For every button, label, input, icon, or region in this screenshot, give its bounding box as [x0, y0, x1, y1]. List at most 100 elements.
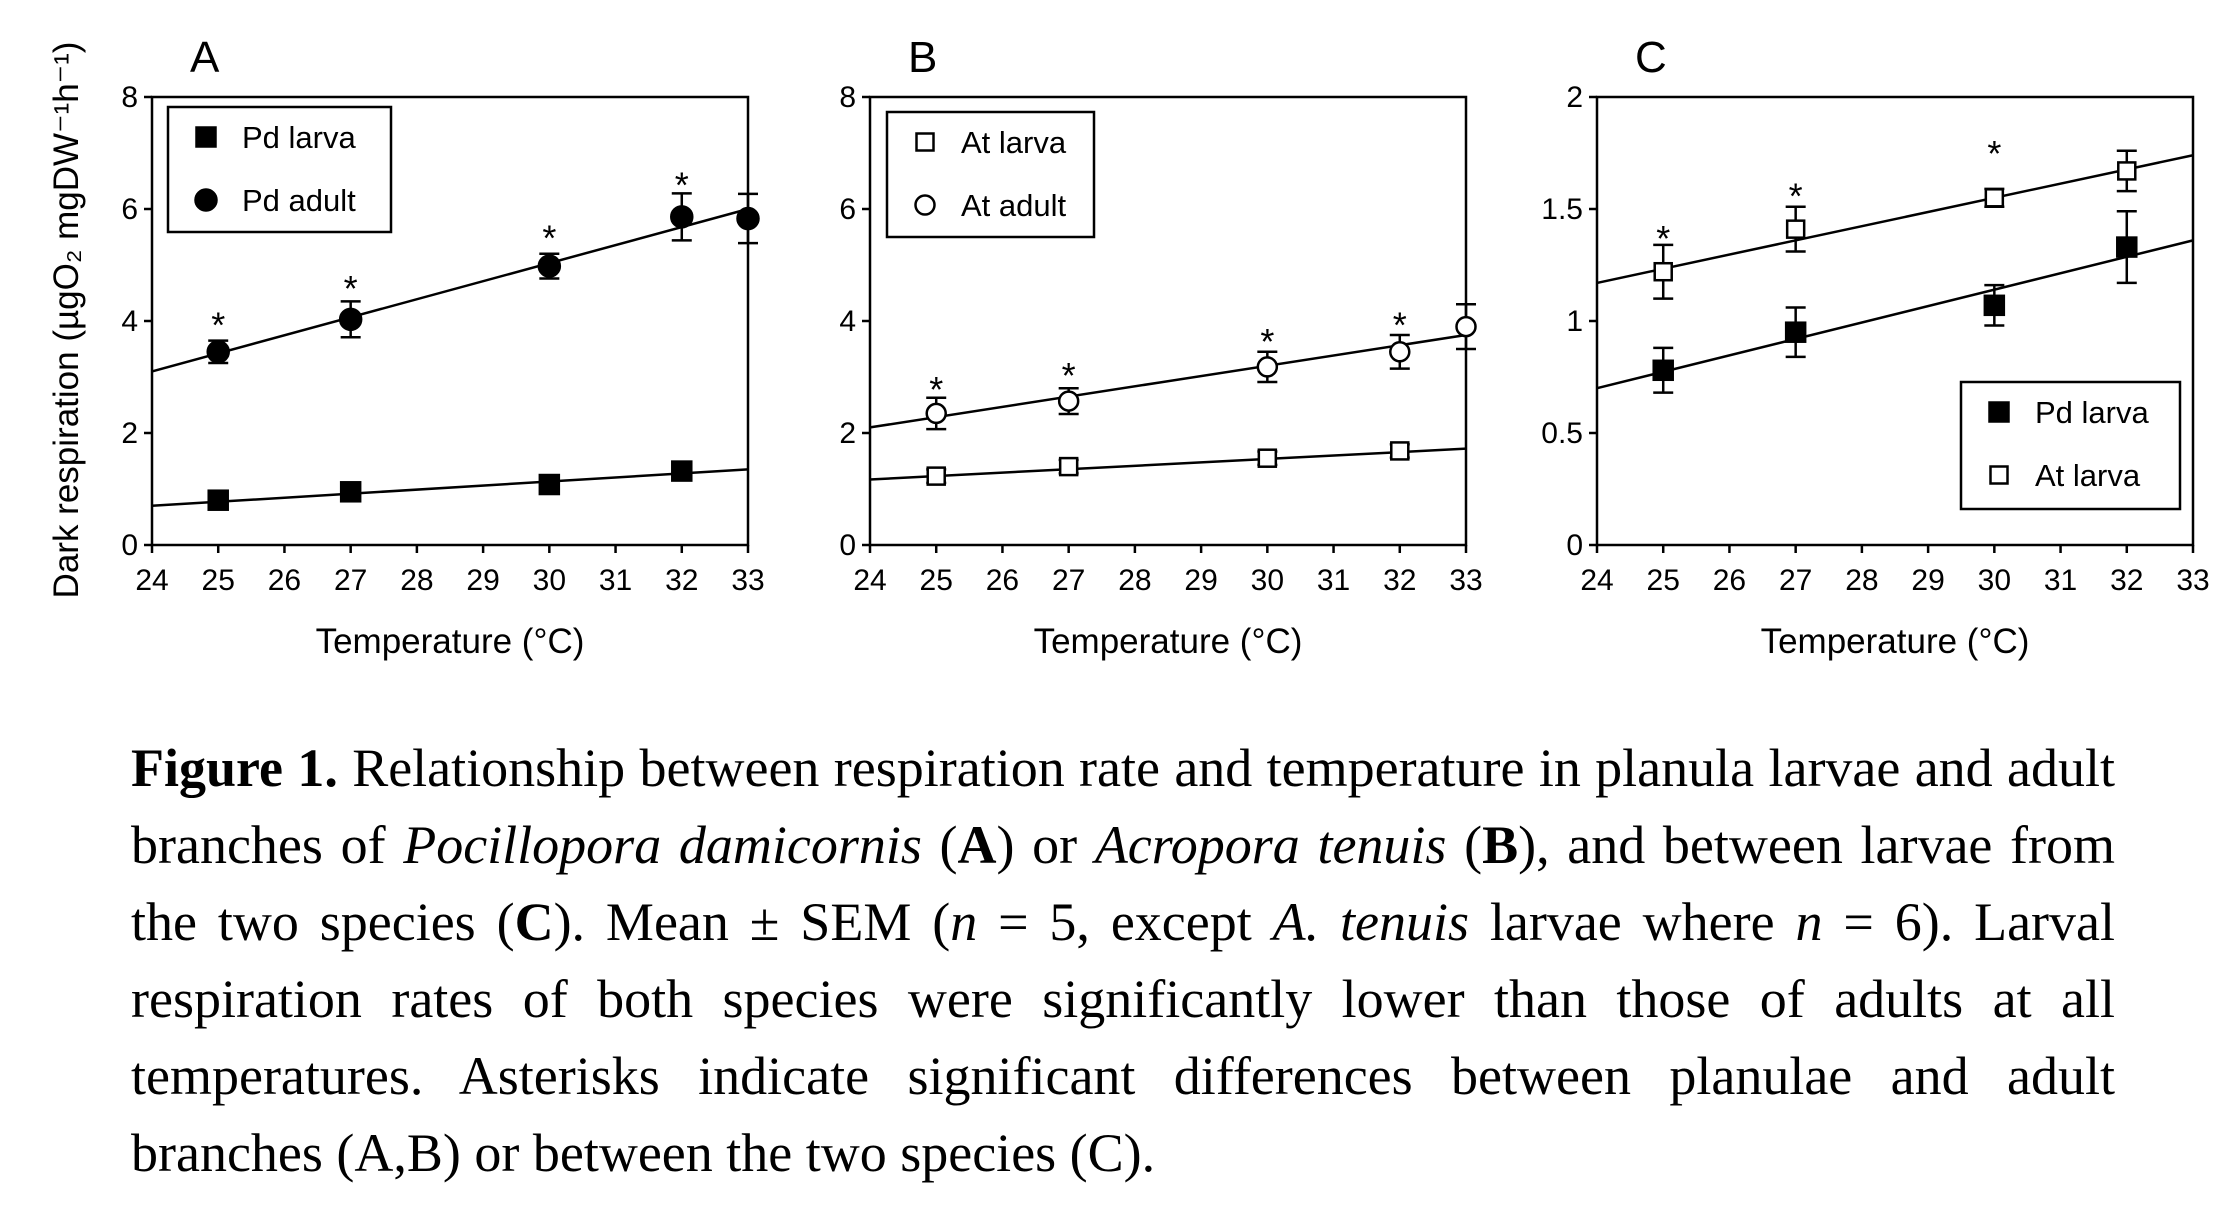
- panel-c: C 24 25 26 27 28 29 30 31 32 33 0 0.5 1 1.5 2 Temperatur…: [1541, 33, 2209, 661]
- data-point: [2116, 236, 2138, 258]
- y-tick-label: 1.5: [1541, 193, 1583, 226]
- legend-marker: [195, 126, 217, 148]
- y-tick-label: 0: [1566, 529, 1583, 562]
- data-point: [1389, 341, 1411, 363]
- data-point: [670, 205, 694, 229]
- significance-asterisk: *: [1260, 321, 1274, 362]
- data-point: [538, 473, 561, 496]
- trend-line: [869, 333, 1467, 429]
- significance-asterisk: *: [675, 164, 689, 205]
- legend-label: Pd larva: [2035, 395, 2149, 430]
- data-point: [671, 460, 693, 482]
- data-point: [206, 340, 230, 364]
- data-point: [207, 489, 229, 511]
- x-tick-label: 28: [400, 564, 433, 597]
- data-point: [1652, 359, 1674, 382]
- y-tick-label: 2: [121, 417, 138, 450]
- x-tick-label: 31: [1317, 564, 1350, 597]
- x-tick-label: 26: [986, 564, 1019, 597]
- significance-asterisk: *: [344, 268, 358, 309]
- data-point: [339, 481, 362, 503]
- x-tick-label: 25: [920, 564, 953, 597]
- significance-asterisk: *: [929, 369, 943, 410]
- x-tick-label: 30: [1978, 564, 2011, 597]
- y-axis-label: Dark respiration (µgO₂ mgDW⁻¹h⁻¹): [47, 42, 86, 599]
- x-tick-label: 31: [2044, 564, 2077, 597]
- x-tick-label: 32: [665, 564, 698, 597]
- data-point: [2117, 161, 2137, 181]
- significance-asterisk: *: [1656, 218, 1670, 259]
- significance-asterisk: *: [542, 218, 556, 259]
- significance-asterisk: *: [1393, 304, 1407, 345]
- legend-label: At larva: [2035, 458, 2141, 493]
- legend-marker: [1989, 465, 2009, 485]
- x-tick-label: 24: [853, 564, 886, 597]
- trend-line: [1596, 239, 2194, 390]
- caption-text: (: [1446, 815, 1483, 875]
- caption-species-short: A. tenuis: [1272, 892, 1469, 952]
- y-tick-label: 0.5: [1541, 417, 1583, 450]
- y-tick-label: 8: [121, 81, 138, 114]
- x-tick-label: 33: [731, 564, 764, 597]
- data-point: [926, 466, 946, 486]
- data-point: [925, 402, 947, 425]
- caption-text: = 5, except: [977, 892, 1273, 952]
- y-tick-label: 6: [121, 193, 138, 226]
- trend-line: [151, 468, 749, 508]
- x-tick-label: 33: [2176, 564, 2209, 597]
- y-tick-label: 1: [1566, 305, 1583, 338]
- x-tick-label: 27: [1779, 564, 1812, 597]
- x-tick-label: 29: [1911, 564, 1944, 597]
- data-point: [1785, 219, 1806, 239]
- x-tick-label: 25: [1647, 564, 1680, 597]
- x-tick-label: 29: [466, 564, 499, 597]
- x-tick-label: 27: [1052, 564, 1085, 597]
- significance-asterisk: *: [1789, 176, 1803, 217]
- y-tick-label: 4: [121, 305, 138, 338]
- x-axis-label: Temperature (°C): [1034, 622, 1303, 661]
- caption-n: n: [950, 892, 978, 952]
- legend-label: Pd adult: [242, 183, 356, 218]
- figure-caption: Figure 1. Relationship between respirati…: [131, 730, 2115, 1192]
- data-point: [338, 307, 363, 332]
- caption-ref-c: C: [514, 892, 554, 952]
- y-tick-label: 0: [839, 529, 856, 562]
- x-tick-label: 26: [1713, 564, 1746, 597]
- data-point: [1653, 261, 1673, 282]
- data-point: [1984, 188, 2005, 208]
- y-tick-label: 2: [1566, 81, 1583, 114]
- legend-label: At larva: [961, 125, 1067, 160]
- trend-line: [1596, 154, 2194, 285]
- x-axis-label: Temperature (°C): [1761, 622, 2030, 661]
- caption-species-b: Acropora tenuis: [1094, 815, 1447, 875]
- panel-letter: B: [908, 33, 937, 82]
- caption-ref-b: B: [1482, 815, 1519, 875]
- panel-letter: A: [190, 33, 220, 82]
- x-axis-label: Temperature (°C): [316, 622, 585, 661]
- x-tick-label: 30: [533, 564, 566, 597]
- data-point: [1256, 356, 1279, 378]
- x-tick-label: 24: [135, 564, 168, 597]
- y-tick-label: 2: [839, 417, 856, 450]
- x-tick-label: 33: [1449, 564, 1482, 597]
- x-tick-label: 31: [599, 564, 632, 597]
- legend-marker: [914, 194, 936, 216]
- legend-label: At adult: [961, 188, 1067, 223]
- caption-n: n: [1795, 892, 1823, 952]
- x-tick-label: 32: [2110, 564, 2143, 597]
- x-tick-label: 24: [1580, 564, 1613, 597]
- y-tick-label: 8: [839, 81, 856, 114]
- panel-letter: C: [1635, 33, 1667, 82]
- caption-ref-a: A: [957, 815, 997, 875]
- figure: Dark respiration (µgO₂ mgDW⁻¹h⁻¹) A24 25 2…: [47, 33, 2210, 661]
- legend-marker: [915, 132, 935, 152]
- data-point: [1983, 294, 2006, 317]
- data-point: [1257, 448, 1278, 468]
- trend-line: [869, 447, 1467, 481]
- caption-text: ), and between larvae from the two speci…: [131, 815, 2116, 952]
- x-tick-label: 28: [1845, 564, 1878, 597]
- caption-text: ) or: [996, 815, 1095, 875]
- data-point: [1784, 321, 1807, 343]
